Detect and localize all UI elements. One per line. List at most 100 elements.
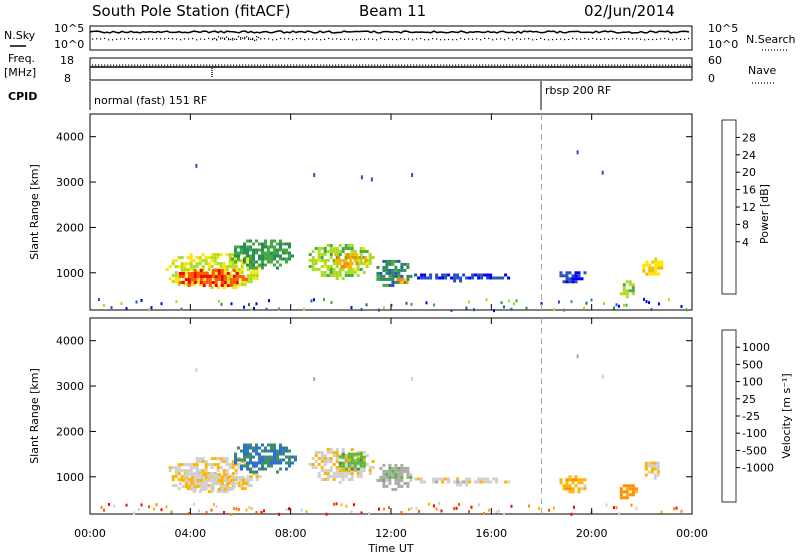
data-cell [359,253,363,256]
data-cell [223,485,227,488]
freq-dot [449,64,451,66]
freq-dot [221,64,223,66]
freq-dot [185,64,187,66]
nsearch-dot [260,38,262,40]
data-cell [228,265,232,269]
nsearch-dot [584,37,586,40]
data-cell [178,482,182,485]
data-cell [273,458,276,462]
data-cell [171,475,175,479]
nsearch-dot [484,37,486,39]
data-cell [397,484,401,488]
data-cell [216,286,220,290]
data-cell [406,262,410,266]
freq-dot [95,64,97,66]
data-cell [243,245,246,249]
nsearch-dot [172,38,174,40]
data-cell [625,295,629,299]
data-cell [376,478,380,482]
data-cell [273,455,276,459]
data-cell [628,289,632,293]
ground-cell [335,502,338,506]
data-cell [195,277,199,281]
freq-dot [194,64,196,66]
ground-cell [100,505,103,509]
data-cell [258,446,261,450]
data-cell [205,275,209,278]
data-cell [165,268,169,272]
data-cell [190,485,194,488]
data-cell [261,245,264,249]
data-cell [379,478,383,482]
data-cell [237,481,241,485]
data-cell [231,460,235,464]
freq-dot [311,64,313,66]
ground-cell [428,502,430,506]
freq-dot [188,64,190,66]
power-panel-cells [98,150,688,313]
data-cell [334,253,338,257]
data-cell [237,245,240,249]
data-cell [267,449,270,453]
ground-cell [615,506,618,510]
sparse-cell [576,150,579,155]
data-cell [486,273,490,277]
data-cell [400,274,404,278]
nsearch-dot [108,39,110,41]
ground-cell [230,512,233,516]
data-cell [252,242,255,246]
sparse-cell [601,374,604,379]
data-cell [391,280,395,284]
data-cell [388,472,392,476]
nsearch-dot [464,38,466,40]
data-cell [622,292,626,296]
freq-dot [446,64,448,66]
data-cell [341,250,345,253]
data-cell [276,455,279,459]
nsearch-dot [444,39,446,41]
freq-dot [662,64,664,66]
freq-dot [356,64,358,66]
freq-panel-traces [90,64,692,78]
cpid-mode-1: normal (fast) 151 RF [94,94,207,107]
data-cell [195,265,199,269]
data-cell [341,455,345,459]
data-cell [249,455,252,459]
data-cell [243,452,246,456]
data-cell [403,469,407,473]
freq-dot [596,64,598,66]
data-cell [288,461,291,465]
data-cell [219,466,223,470]
data-cell [240,280,244,284]
data-cell [353,458,357,462]
data-cell [201,457,205,461]
data-cell [249,478,253,482]
freq-dot [203,64,205,66]
data-cell [213,271,217,275]
data-cell [216,256,220,260]
data-cell [385,259,389,263]
freq-dot [365,64,367,66]
data-cell [441,276,445,280]
data-cell [385,469,389,473]
data-cell [341,464,345,468]
data-cell [201,253,205,257]
nsearch-dot [460,37,462,39]
freq-dot [104,64,106,66]
data-cell [338,455,342,459]
ground-cell [113,504,115,508]
data-cell [382,469,386,473]
ground-cell [563,308,565,312]
data-cell [234,458,237,462]
data-cell [562,274,566,278]
nsearch-dot [480,39,482,41]
nsearch-dot [348,38,350,40]
data-cell [183,475,187,479]
data-cell [279,467,282,471]
data-cell [323,463,327,466]
data-cell [270,239,273,243]
colorbar-tick-label: 8 [742,218,749,231]
freq-dot [494,64,496,66]
freq-dot [665,64,667,66]
data-cell [226,284,230,287]
